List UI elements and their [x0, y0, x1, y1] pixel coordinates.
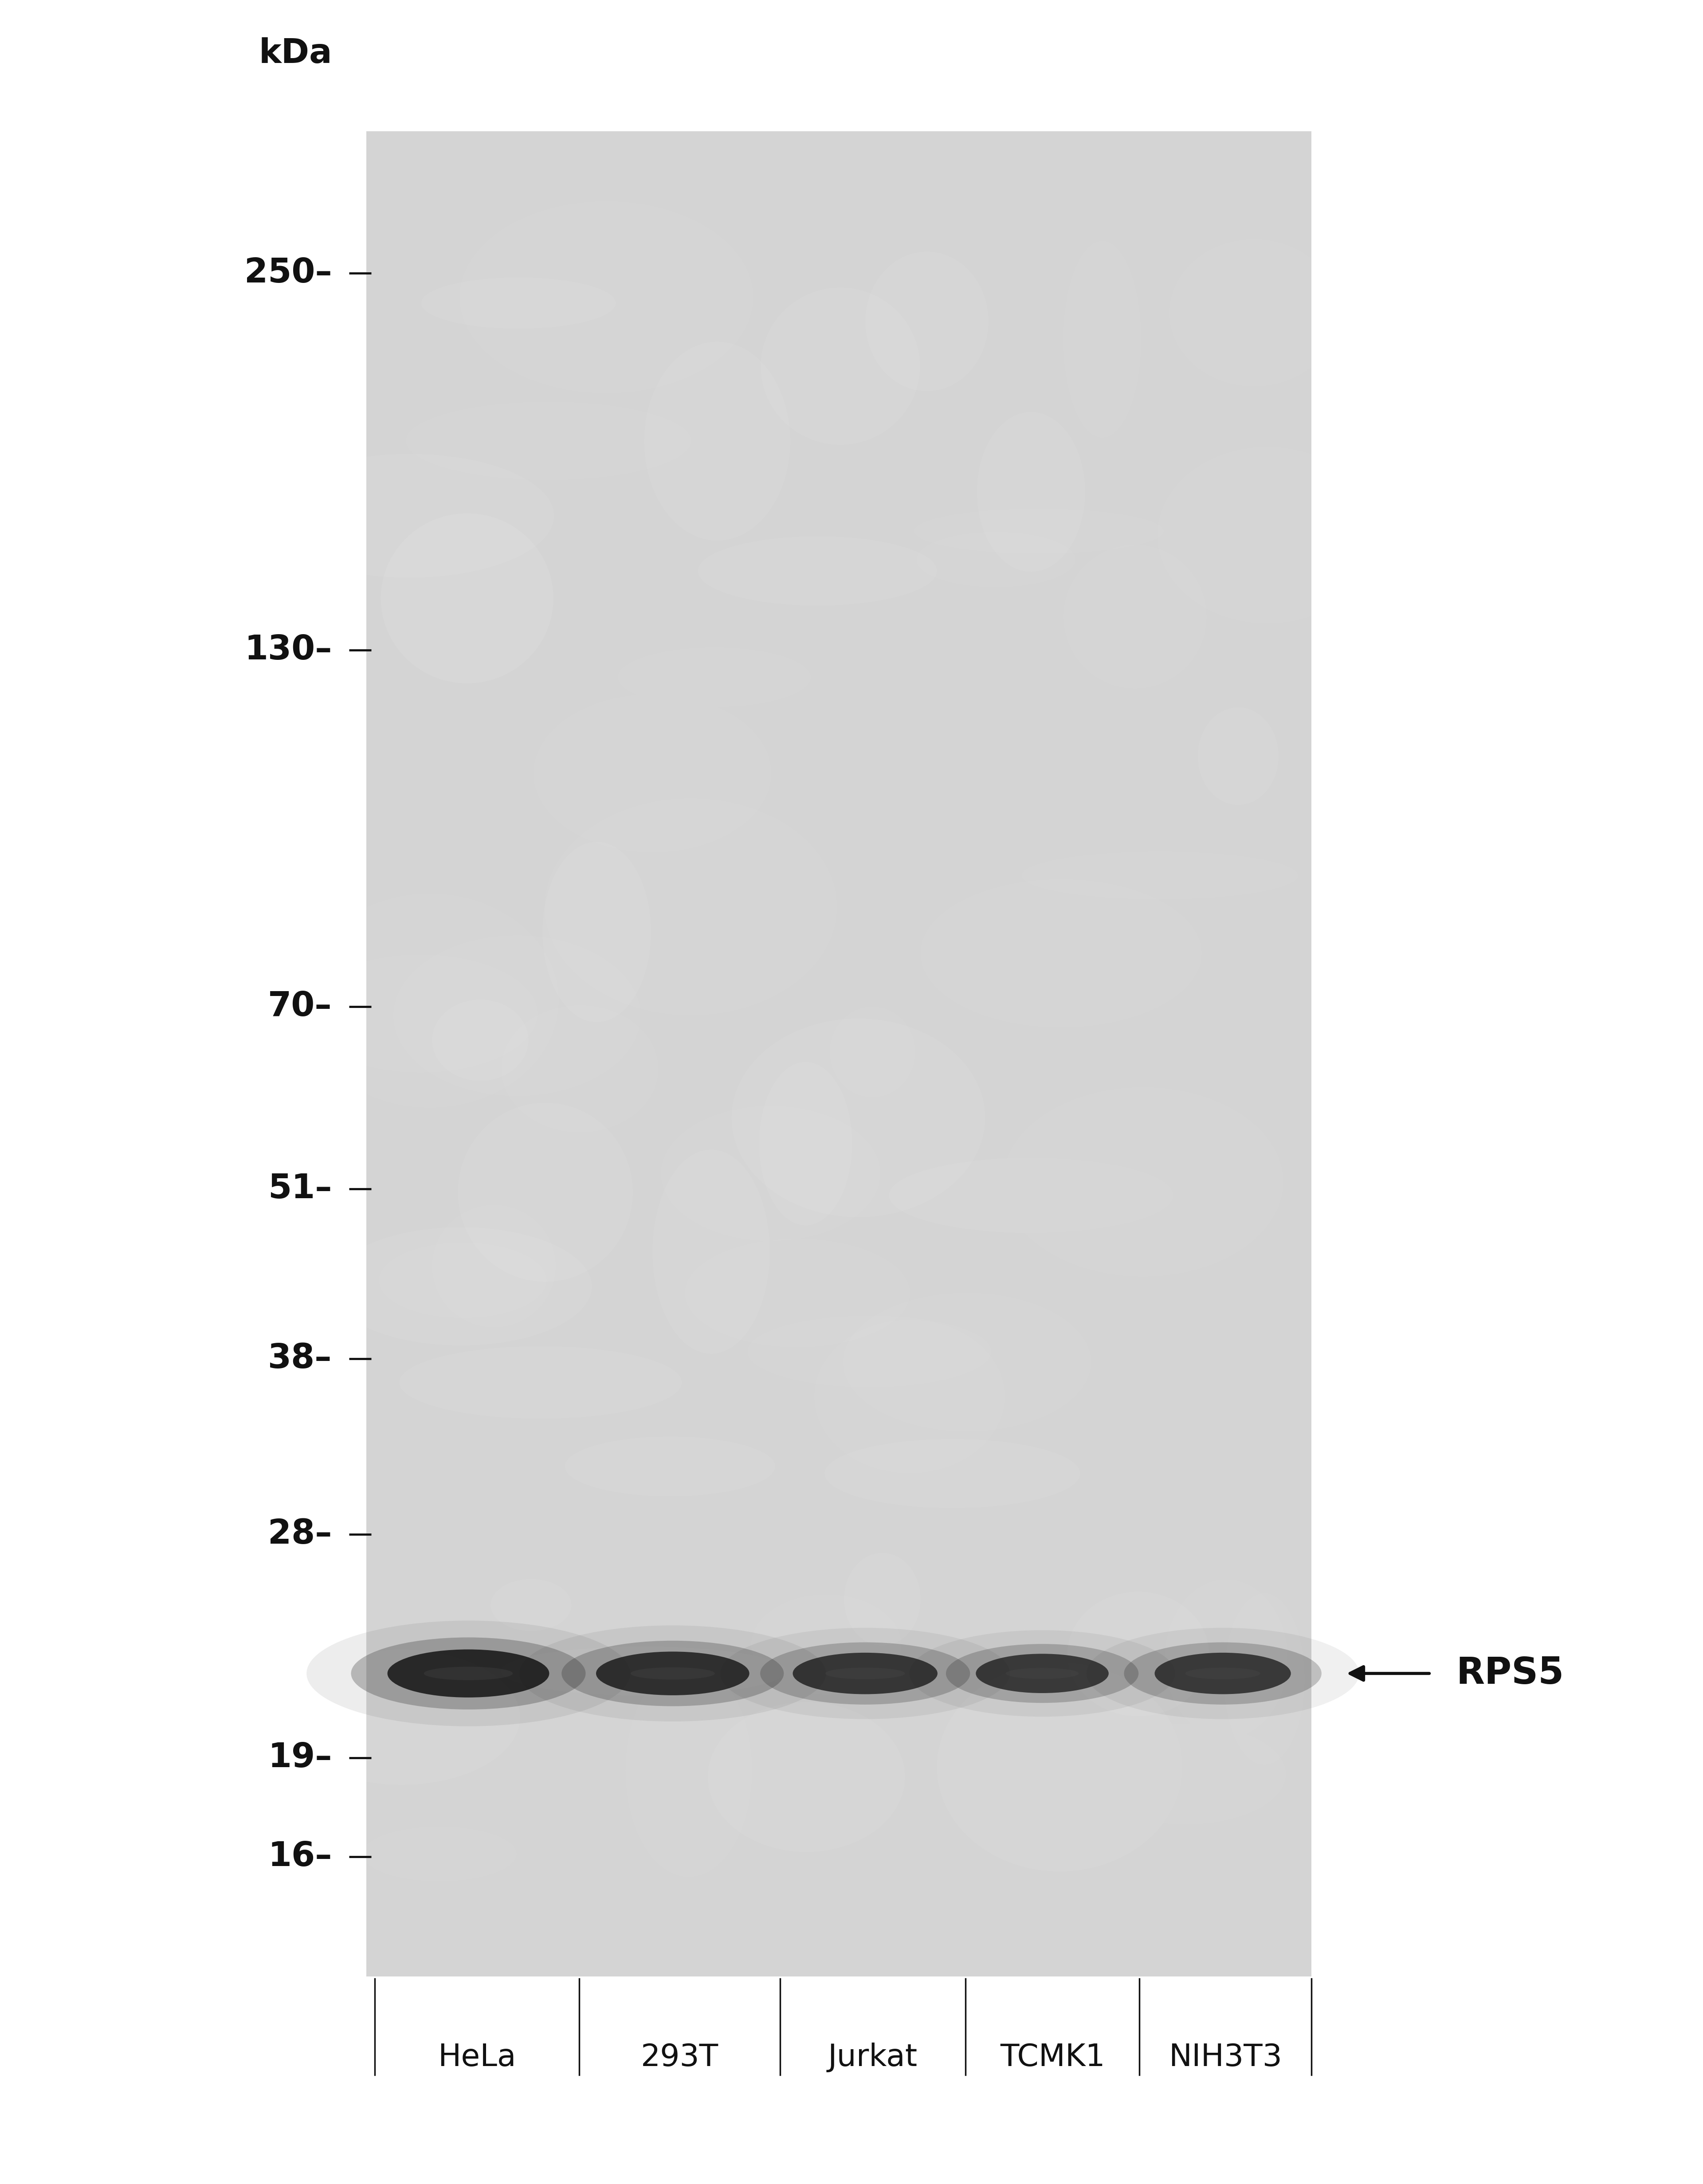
Ellipse shape	[978, 413, 1085, 572]
Ellipse shape	[1006, 1669, 1078, 1679]
Text: 51–: 51–	[267, 1173, 332, 1206]
Ellipse shape	[266, 454, 553, 579]
Text: Jurkat: Jurkat	[828, 2042, 918, 2073]
Ellipse shape	[845, 1553, 921, 1647]
Text: 293T: 293T	[640, 2042, 719, 2073]
Ellipse shape	[1185, 1669, 1260, 1679]
Ellipse shape	[562, 1640, 783, 1706]
Ellipse shape	[351, 1638, 586, 1710]
Ellipse shape	[865, 251, 988, 391]
Bar	[366, 131, 1311, 1977]
Ellipse shape	[909, 1629, 1175, 1717]
Text: kDa: kDa	[259, 37, 332, 70]
Ellipse shape	[424, 1666, 513, 1679]
Ellipse shape	[945, 1645, 1139, 1704]
Ellipse shape	[501, 1647, 787, 1695]
Ellipse shape	[720, 1627, 1010, 1719]
Ellipse shape	[644, 341, 790, 542]
Ellipse shape	[399, 1345, 681, 1420]
Text: 38–: 38–	[267, 1343, 332, 1376]
Ellipse shape	[381, 513, 553, 684]
Text: RPS5: RPS5	[1456, 1655, 1563, 1690]
Text: HeLa: HeLa	[438, 2042, 516, 2073]
Text: 16–: 16–	[267, 1841, 332, 1874]
Ellipse shape	[519, 1625, 826, 1721]
Ellipse shape	[1087, 1627, 1359, 1719]
Ellipse shape	[490, 1579, 572, 1631]
Ellipse shape	[732, 1018, 986, 1216]
Ellipse shape	[1068, 1592, 1209, 1717]
Text: 250–: 250–	[245, 258, 332, 290]
Ellipse shape	[760, 1061, 852, 1225]
Ellipse shape	[388, 1649, 548, 1697]
Text: 130–: 130–	[245, 633, 332, 666]
Ellipse shape	[283, 1649, 519, 1784]
Ellipse shape	[937, 1662, 1182, 1872]
Ellipse shape	[421, 277, 616, 328]
Ellipse shape	[565, 1437, 775, 1496]
Ellipse shape	[824, 1439, 1080, 1509]
Ellipse shape	[652, 1149, 770, 1354]
Ellipse shape	[630, 1666, 715, 1679]
Text: NIH3T3: NIH3T3	[1168, 2042, 1282, 2073]
Ellipse shape	[307, 1621, 630, 1725]
Ellipse shape	[698, 537, 937, 605]
Ellipse shape	[708, 1701, 904, 1852]
Text: 19–: 19–	[267, 1741, 332, 1773]
Text: TCMK1: TCMK1	[1000, 2042, 1105, 2073]
Ellipse shape	[543, 841, 651, 1022]
Ellipse shape	[976, 1653, 1109, 1693]
Ellipse shape	[1124, 1642, 1322, 1704]
Ellipse shape	[826, 1669, 904, 1679]
Ellipse shape	[1155, 1653, 1291, 1695]
Ellipse shape	[889, 1158, 1173, 1234]
Ellipse shape	[792, 1653, 937, 1695]
Ellipse shape	[458, 1103, 634, 1282]
Ellipse shape	[760, 1642, 971, 1704]
Ellipse shape	[596, 1651, 749, 1695]
Text: 28–: 28–	[267, 1518, 332, 1551]
Ellipse shape	[433, 1000, 528, 1081]
Text: 70–: 70–	[267, 989, 332, 1022]
